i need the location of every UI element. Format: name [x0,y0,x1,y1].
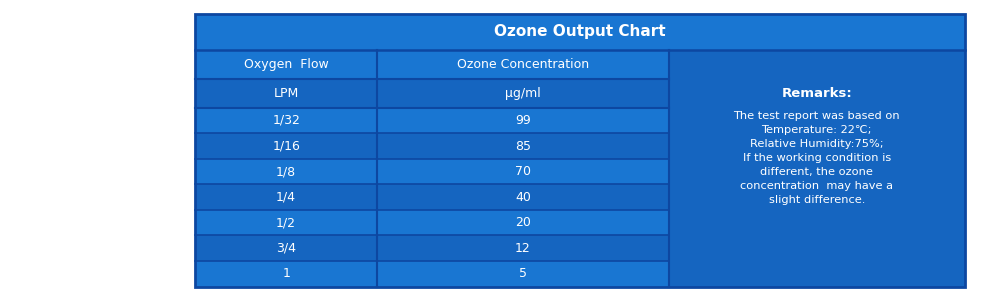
Text: μg/ml: μg/ml [505,87,541,100]
Bar [195,236,669,261]
Bar [195,159,669,184]
Text: Ozone Output Chart: Ozone Output Chart [494,24,666,39]
Text: 70: 70 [515,165,531,178]
Text: 1/8: 1/8 [276,165,296,178]
Bar [195,14,965,50]
Text: Oxygen  Flow: Oxygen Flow [244,58,329,71]
Text: The test report was based on
Temperature: 22℃;
Relative Humidity:75%;
If the wor: The test report was based on Temperature… [733,111,900,205]
Text: 99: 99 [515,114,531,127]
Text: 1: 1 [282,267,290,280]
Text: 1/32: 1/32 [272,114,300,127]
Bar [195,184,669,210]
Text: 3/4: 3/4 [276,242,296,255]
Bar [195,210,669,236]
Text: 40: 40 [515,190,531,204]
Text: 20: 20 [515,216,531,229]
Bar [195,14,965,286]
Text: 1/2: 1/2 [276,216,296,229]
Bar [195,50,669,79]
Text: 85: 85 [515,140,531,152]
Bar [195,108,669,133]
Text: LPM: LPM [274,87,299,100]
Text: Ozone Concentration: Ozone Concentration [457,58,589,71]
Bar [195,14,965,286]
Text: 1/16: 1/16 [272,140,300,152]
Text: 5: 5 [519,267,527,280]
Text: 12: 12 [515,242,531,255]
Bar [195,79,669,108]
Text: 1/4: 1/4 [276,190,296,204]
Bar [195,261,669,286]
Bar [195,133,669,159]
Text: Remarks:: Remarks: [781,87,852,100]
